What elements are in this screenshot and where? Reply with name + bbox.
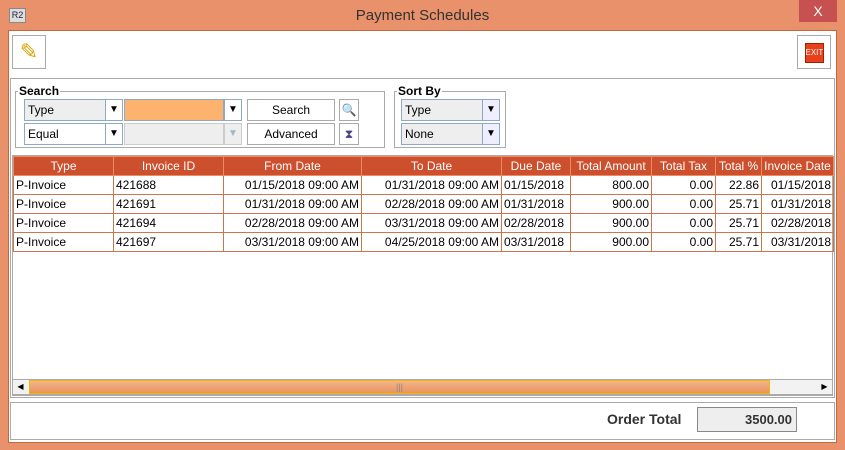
app-icon: R2: [9, 8, 26, 23]
exit-icon: EXIT: [804, 43, 824, 63]
table-cell: 01/15/2018 09:00 AM: [223, 175, 362, 195]
column-header[interactable]: Invoice ID: [113, 156, 224, 176]
operator-select[interactable]: Equal: [24, 123, 106, 145]
order-total-label: Order Total: [607, 411, 682, 427]
column-header[interactable]: Type: [13, 156, 114, 176]
search-button[interactable]: Search: [247, 99, 335, 121]
advanced-button[interactable]: Advanced: [247, 123, 335, 145]
table-cell: P-Invoice: [13, 213, 114, 233]
sort-legend: Sort By: [398, 84, 441, 98]
table-cell: 0.00: [651, 175, 716, 195]
table-row[interactable]: P-Invoice 421697 03/31/2018 09:00 AM 04/25/…: [13, 232, 834, 252]
table-cell: 0.00: [651, 232, 716, 252]
table-cell: 02/28/2018 09:00 AM: [223, 213, 362, 233]
chevron-down-icon[interactable]: ▼: [482, 99, 500, 121]
search-value-input[interactable]: [124, 99, 224, 121]
column-header[interactable]: Total %: [715, 156, 762, 176]
table-row[interactable]: P-Invoice 421694 02/28/2018 09:00 AM 03/31/…: [13, 213, 834, 233]
chevron-down-icon[interactable]: ▼: [224, 99, 242, 121]
table-cell: 01/31/2018: [501, 194, 571, 214]
horizontal-scrollbar[interactable]: ◀ ||| ▶: [12, 379, 833, 395]
column-header[interactable]: Invoice Date: [761, 156, 834, 176]
column-header[interactable]: To Date: [361, 156, 502, 176]
table-cell: 421691: [113, 194, 224, 214]
column-header[interactable]: From Date: [223, 156, 362, 176]
table-cell: 900.00: [570, 213, 652, 233]
table-cell: 01/31/2018 09:00 AM: [223, 194, 362, 214]
table-row[interactable]: P-Invoice 421688 01/15/2018 09:00 AM 01/31/…: [13, 175, 834, 195]
table-cell: 900.00: [570, 232, 652, 252]
table-cell: 421697: [113, 232, 224, 252]
chevron-down-icon[interactable]: ▼: [482, 123, 500, 145]
magnifier-icon[interactable]: 🔍: [339, 99, 359, 121]
scroll-left-icon[interactable]: ◀: [17, 382, 24, 391]
table-cell: 03/31/2018 09:00 AM: [223, 232, 362, 252]
scroll-right-icon[interactable]: ▶: [821, 382, 828, 391]
table-cell: 22.86: [715, 175, 762, 195]
column-header[interactable]: Total Tax: [651, 156, 716, 176]
window-title: Payment Schedules: [355, 7, 490, 24]
table-cell: 421694: [113, 213, 224, 233]
table-cell: 04/25/2018 09:00 AM: [361, 232, 502, 252]
column-header[interactable]: Due Date: [501, 156, 571, 176]
sort-primary-select[interactable]: Type: [401, 99, 483, 121]
table-cell: 421688: [113, 175, 224, 195]
table-cell: 01/31/2018: [761, 194, 834, 214]
table-cell: 02/28/2018: [501, 213, 571, 233]
column-header[interactable]: Total Amount: [570, 156, 652, 176]
table-cell: 0.00: [651, 213, 716, 233]
sort-group: Sort By: [394, 84, 506, 148]
advanced-search-icon[interactable]: ⧗: [339, 123, 359, 145]
payments-table: Type Invoice ID From Date To Date Due Date To…: [13, 156, 834, 252]
table-cell: 25.71: [715, 194, 762, 214]
pencil-icon: ✎: [19, 39, 39, 64]
toolbar: [10, 32, 835, 72]
table-cell: 25.71: [715, 213, 762, 233]
chevron-down-icon[interactable]: ▼: [105, 99, 123, 121]
chevron-down-icon[interactable]: ▼: [105, 123, 123, 145]
table-cell: 800.00: [570, 175, 652, 195]
sort-secondary-select[interactable]: None: [401, 123, 483, 145]
table-cell: 03/31/2018: [761, 232, 834, 252]
close-button[interactable]: X: [799, 0, 837, 22]
table-cell: 01/15/2018: [761, 175, 834, 195]
table-cell: 01/15/2018: [501, 175, 571, 195]
order-total-value: 3500.00: [697, 407, 797, 432]
search-value2-input: [124, 123, 224, 145]
table-cell: 02/28/2018: [761, 213, 834, 233]
table-cell: P-Invoice: [13, 175, 114, 195]
table-cell: 900.00: [570, 194, 652, 214]
search-legend: Search: [19, 84, 60, 98]
edit-button[interactable]: ✎: [12, 35, 46, 69]
table-cell: P-Invoice: [13, 194, 114, 214]
table-cell: P-Invoice: [13, 232, 114, 252]
table-cell: 02/28/2018 09:00 AM: [361, 194, 502, 214]
table-cell: 0.00: [651, 194, 716, 214]
chevron-down-icon: ▼: [224, 123, 242, 145]
table-row[interactable]: P-Invoice 421691 01/31/2018 09:00 AM 02/28/…: [13, 194, 834, 214]
search-group: Search: [15, 84, 385, 148]
table-cell: 01/31/2018 09:00 AM: [361, 175, 502, 195]
search-field-select[interactable]: Type: [24, 99, 106, 121]
scrollbar-thumb[interactable]: |||: [29, 380, 770, 394]
table-cell: 03/31/2018 09:00 AM: [361, 213, 502, 233]
exit-button[interactable]: EXIT: [797, 35, 831, 69]
table-cell: 25.71: [715, 232, 762, 252]
table-cell: 03/31/2018: [501, 232, 571, 252]
